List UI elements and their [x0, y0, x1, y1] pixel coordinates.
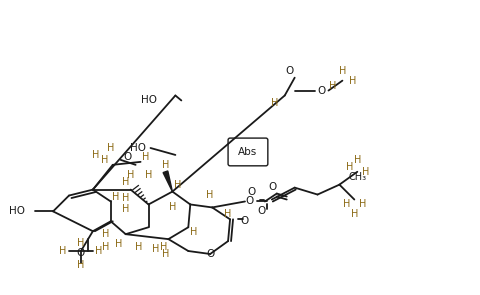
Text: HO: HO — [141, 96, 157, 105]
Text: O: O — [245, 196, 253, 206]
Text: H: H — [101, 155, 108, 165]
Text: H: H — [77, 238, 84, 248]
Text: H: H — [142, 152, 149, 162]
Text: H: H — [342, 199, 349, 209]
Text: H: H — [361, 167, 368, 177]
Text: H: H — [173, 180, 180, 190]
Text: H: H — [122, 204, 129, 214]
Text: O: O — [285, 66, 293, 76]
Text: H: H — [107, 143, 114, 153]
Text: O: O — [240, 216, 249, 226]
Text: O: O — [257, 206, 265, 217]
Text: H: H — [348, 76, 355, 86]
Text: H: H — [134, 242, 142, 252]
Text: H: H — [338, 66, 346, 76]
Text: O: O — [77, 248, 85, 258]
Text: O: O — [317, 86, 325, 96]
Text: H: H — [115, 239, 122, 249]
Polygon shape — [163, 171, 172, 191]
Text: H: H — [77, 260, 84, 270]
Text: H: H — [144, 170, 152, 180]
Text: CH₃: CH₃ — [348, 172, 366, 182]
Text: H: H — [328, 81, 336, 91]
Text: HO: HO — [129, 143, 145, 153]
Text: O: O — [205, 249, 214, 259]
Text: H: H — [122, 177, 129, 187]
Text: O: O — [247, 186, 255, 196]
Text: H: H — [350, 209, 357, 219]
Text: H: H — [95, 246, 102, 256]
Text: H: H — [152, 244, 159, 254]
Text: H: H — [122, 193, 129, 203]
Text: O: O — [268, 182, 276, 192]
Text: H: H — [353, 155, 360, 165]
Text: O: O — [123, 152, 132, 162]
Text: H: H — [189, 227, 196, 237]
Text: H: H — [102, 242, 109, 252]
Text: H: H — [102, 229, 109, 239]
Text: H: H — [112, 191, 119, 201]
Text: H: H — [168, 202, 176, 212]
Text: H: H — [345, 162, 352, 172]
Text: HO: HO — [9, 206, 25, 217]
Text: H: H — [271, 99, 278, 109]
FancyBboxPatch shape — [228, 138, 267, 166]
Text: H: H — [358, 199, 365, 209]
Text: H: H — [161, 249, 169, 259]
Text: H: H — [59, 246, 67, 256]
Text: H: H — [92, 150, 99, 160]
Text: Abs: Abs — [238, 147, 257, 157]
Text: H: H — [224, 209, 231, 219]
Text: H: H — [206, 190, 214, 199]
Text: H: H — [159, 242, 167, 252]
Text: H: H — [161, 160, 169, 170]
Text: H: H — [127, 170, 134, 180]
